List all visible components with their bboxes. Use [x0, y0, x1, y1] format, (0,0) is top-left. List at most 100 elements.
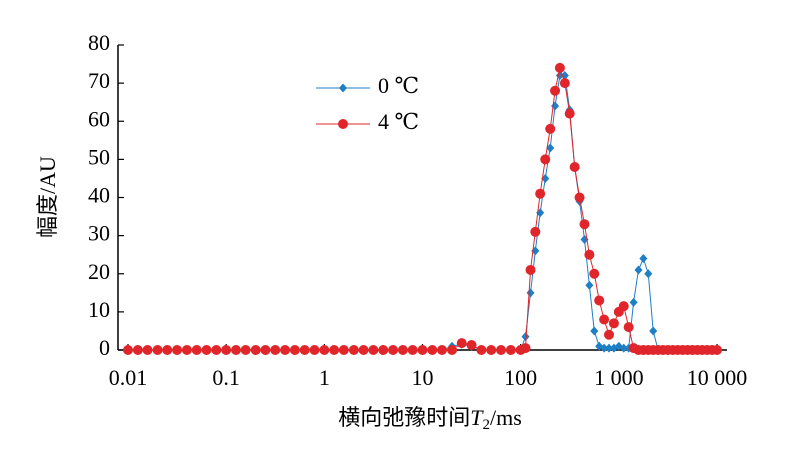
- y-tick-label: 0: [99, 335, 110, 360]
- data-point: [368, 345, 379, 355]
- data-point: [525, 264, 536, 275]
- data-point: [604, 343, 613, 353]
- data-point: [569, 162, 580, 172]
- y-tick-label: 10: [88, 297, 110, 322]
- data-point: [521, 332, 530, 342]
- x-label-part: 横向弛豫时间: [338, 405, 470, 430]
- data-point: [123, 345, 133, 355]
- data-point: [618, 301, 629, 312]
- y-tick-label: 70: [88, 68, 110, 93]
- data-point: [584, 249, 595, 260]
- data-point: [579, 219, 590, 230]
- x-label-part: 2: [482, 417, 490, 433]
- x-label-part: /ms: [490, 405, 522, 430]
- data-point: [231, 345, 242, 355]
- data-point: [447, 345, 458, 355]
- data-point: [289, 345, 300, 355]
- data-point: [486, 345, 497, 355]
- data-point: [712, 345, 722, 355]
- x-tick-label: 1 000: [594, 365, 644, 390]
- data-point: [496, 345, 507, 355]
- data-point: [535, 188, 546, 199]
- x-tick-label: 100: [504, 365, 537, 390]
- x-tick-label: 10 000: [687, 365, 748, 390]
- data-point: [589, 268, 600, 279]
- data-point: [201, 345, 212, 355]
- data-point: [649, 326, 658, 336]
- data-point: [526, 288, 535, 298]
- data-point: [629, 297, 638, 307]
- data-point: [599, 314, 610, 325]
- data-point: [585, 280, 594, 290]
- data-point: [540, 154, 551, 165]
- data-point: [270, 345, 281, 355]
- series-line: [128, 75, 717, 351]
- data-point: [505, 345, 516, 355]
- data-point: [574, 192, 585, 203]
- data-point: [250, 345, 261, 355]
- data-point: [427, 345, 438, 355]
- y-tick-label: 50: [88, 144, 110, 169]
- data-point: [644, 269, 653, 279]
- data-point: [172, 345, 183, 355]
- data-point: [546, 143, 555, 153]
- data-point: [476, 345, 487, 355]
- data-point: [639, 254, 648, 263]
- data-point: [142, 345, 153, 355]
- x-axis-label: 横向弛豫时间T2/ms: [338, 405, 522, 433]
- data-point: [348, 345, 359, 355]
- data-point: [466, 340, 477, 351]
- x-tick-label: 0.01: [109, 365, 148, 390]
- y-tick-label: 20: [88, 259, 110, 284]
- data-point: [309, 345, 320, 355]
- x-tick-label: 10: [412, 365, 434, 390]
- data-point: [260, 345, 271, 355]
- data-point: [594, 295, 605, 306]
- data-point: [530, 226, 541, 237]
- data-point: [550, 85, 561, 96]
- data-point: [299, 345, 310, 355]
- data-point: [564, 108, 575, 119]
- data-point: [407, 345, 418, 355]
- data-point: [211, 345, 222, 355]
- data-point: [378, 345, 389, 355]
- y-tick-label: 40: [88, 183, 110, 208]
- data-point: [152, 345, 163, 355]
- data-point: [132, 345, 143, 355]
- data-point: [456, 338, 467, 349]
- legend-marker: [338, 119, 348, 129]
- data-point: [181, 345, 192, 355]
- data-point: [520, 343, 531, 354]
- data-point: [388, 345, 399, 355]
- data-point: [191, 345, 202, 355]
- data-point: [554, 62, 565, 73]
- legend-marker: [339, 83, 347, 93]
- data-point: [162, 345, 173, 355]
- y-tick-label: 60: [88, 106, 110, 131]
- data-point: [590, 326, 599, 336]
- data-point: [437, 345, 448, 355]
- y-axis-label: 幅度/AU: [35, 156, 60, 238]
- x-tick-label: 0.1: [212, 365, 240, 390]
- data-point: [623, 322, 634, 333]
- data-point: [240, 345, 251, 355]
- series-line: [128, 65, 717, 351]
- data-point: [417, 345, 428, 355]
- legend-label: 0 ℃: [378, 73, 419, 98]
- x-label-part: T: [470, 405, 484, 430]
- x-tick-label: 1: [319, 365, 330, 390]
- y-tick-label: 30: [88, 221, 110, 246]
- data-point: [358, 345, 369, 355]
- data-point: [221, 345, 232, 355]
- data-point: [319, 345, 330, 355]
- data-point: [545, 123, 556, 134]
- data-point: [329, 345, 340, 355]
- data-point: [608, 318, 619, 329]
- data-point: [559, 78, 570, 89]
- data-point: [600, 343, 609, 353]
- data-point: [280, 345, 291, 355]
- data-point: [619, 343, 628, 353]
- data-point: [397, 345, 408, 355]
- data-point: [338, 345, 349, 355]
